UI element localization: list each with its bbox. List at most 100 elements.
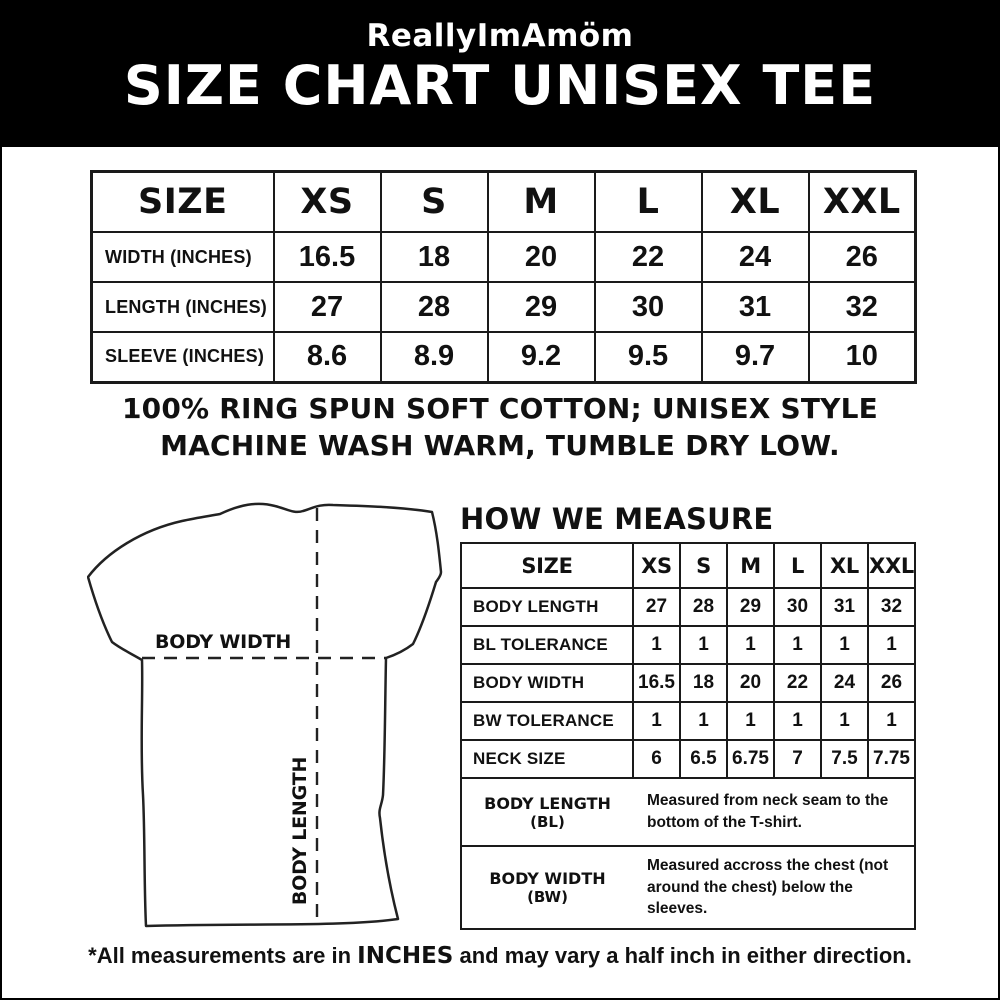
column-header: XXL <box>807 170 917 233</box>
care-instructions: 100% RING SPUN SOFT COTTON; UNISEX STYLE… <box>2 390 998 464</box>
column-header: L <box>593 170 703 233</box>
value-cell: 18 <box>679 663 728 703</box>
definition-row-body-length: BODY LENGTH (BL) Measured from neck seam… <box>461 777 915 847</box>
value-cell: 8.6 <box>272 331 382 383</box>
column-header: XS <box>632 542 681 589</box>
column-header: S <box>679 542 728 589</box>
column-header: M <box>486 170 596 233</box>
value-cell: 16.5 <box>632 663 681 703</box>
table-row-bw-tolerance: BW TOLERANCE 1 1 1 1 1 1 <box>460 701 916 741</box>
value-cell: 32 <box>807 281 917 333</box>
value-cell: 6 <box>632 739 681 779</box>
value-cell: 18 <box>379 231 489 283</box>
table-row-width: WIDTH (INCHES) 16.5 18 20 22 24 26 <box>90 231 917 283</box>
value-cell: 1 <box>773 625 822 665</box>
term-abbr: (BW) <box>527 888 568 907</box>
page-title: SIZE CHART UNISEX TEE <box>123 54 877 117</box>
definition-term: BODY LENGTH (BL) <box>461 777 633 847</box>
value-cell: 9.5 <box>593 331 703 383</box>
value-cell: 20 <box>486 231 596 283</box>
table-row-length: LENGTH (INCHES) 27 28 29 30 31 32 <box>90 281 917 333</box>
value-cell: 1 <box>632 625 681 665</box>
value-cell: 28 <box>379 281 489 333</box>
footnote-suffix: and may vary a half inch in either direc… <box>453 943 912 968</box>
value-cell: 1 <box>820 625 869 665</box>
column-header: SIZE <box>90 170 275 233</box>
value-cell: 31 <box>700 281 810 333</box>
value-cell: 9.2 <box>486 331 596 383</box>
value-cell: 29 <box>486 281 596 333</box>
term-text: BODY WIDTH <box>489 869 606 889</box>
value-cell: 27 <box>632 587 681 627</box>
value-cell: 9.7 <box>700 331 810 383</box>
value-cell: 10 <box>807 331 917 383</box>
care-line: MACHINE WASH WARM, TUMBLE DRY LOW. <box>160 429 840 462</box>
value-cell: 31 <box>820 587 869 627</box>
table-row-neck-size: NECK SIZE 6 6.5 6.75 7 7.5 7.75 <box>460 739 916 779</box>
column-header: M <box>726 542 775 589</box>
table-row-bl-tolerance: BL TOLERANCE 1 1 1 1 1 1 <box>460 625 916 665</box>
value-cell: 7.75 <box>867 739 916 779</box>
value-cell: 1 <box>773 701 822 741</box>
value-cell: 6.5 <box>679 739 728 779</box>
column-header: XL <box>820 542 869 589</box>
value-cell: 7.5 <box>820 739 869 779</box>
size-table: SIZE XS S M L XL XXL WIDTH (INCHES) 16.5… <box>90 170 917 384</box>
value-cell: 16.5 <box>272 231 382 283</box>
value-cell: 1 <box>726 625 775 665</box>
footnote: *All measurements are in INCHES and may … <box>2 943 998 969</box>
value-cell: 30 <box>593 281 703 333</box>
measure-table: SIZE XS S M L XL XXL BODY LENGTH 27 28 2… <box>460 542 916 931</box>
value-cell: 22 <box>773 663 822 703</box>
value-cell: 22 <box>593 231 703 283</box>
value-cell: 1 <box>867 625 916 665</box>
value-cell: 1 <box>679 701 728 741</box>
column-header: XXL <box>867 542 916 589</box>
row-label: NECK SIZE <box>460 739 634 779</box>
value-cell: 27 <box>272 281 382 333</box>
definition-description: Measured accross the chest (not around t… <box>633 844 915 931</box>
column-header: XS <box>272 170 382 233</box>
row-label: BODY LENGTH <box>460 587 634 627</box>
term-abbr: (BL) <box>530 812 565 831</box>
value-cell: 1 <box>867 701 916 741</box>
column-header: XL <box>700 170 810 233</box>
row-label: LENGTH (INCHES) <box>90 281 275 333</box>
column-header: L <box>773 542 822 589</box>
tshirt-illustration: BODY WIDTH BODY LENGTH <box>86 502 443 928</box>
body-width-label: BODY WIDTH <box>155 631 291 653</box>
banner: ReallyImAmöm SIZE CHART UNISEX TEE <box>2 2 998 147</box>
value-cell: 1 <box>820 701 869 741</box>
value-cell: 1 <box>726 701 775 741</box>
body-length-label: BODY LENGTH <box>289 757 311 905</box>
table-row-body-width: BODY WIDTH 16.5 18 20 22 24 26 <box>460 663 916 703</box>
value-cell: 26 <box>807 231 917 283</box>
row-label: BL TOLERANCE <box>460 625 634 665</box>
value-cell: 30 <box>773 587 822 627</box>
tshirt-outline <box>86 502 443 928</box>
value-cell: 29 <box>726 587 775 627</box>
row-label: SLEEVE (INCHES) <box>90 331 275 383</box>
row-label: BODY WIDTH <box>460 663 634 703</box>
value-cell: 8.9 <box>379 331 489 383</box>
definition-description: Measured from neck seam to the bottom of… <box>633 777 915 847</box>
term-text: BODY LENGTH <box>484 793 611 813</box>
value-cell: 26 <box>867 663 916 703</box>
measure-heading: HOW WE MEASURE <box>460 502 774 536</box>
table-row-sleeve: SLEEVE (INCHES) 8.6 8.9 9.2 9.5 9.7 10 <box>90 331 917 383</box>
footnote-prefix: *All measurements are in <box>88 943 358 968</box>
value-cell: 7 <box>773 739 822 779</box>
value-cell: 32 <box>867 587 916 627</box>
value-cell: 28 <box>679 587 728 627</box>
row-label: WIDTH (INCHES) <box>90 231 275 283</box>
row-label: BW TOLERANCE <box>460 701 634 741</box>
footnote-emphasis: INCHES <box>357 943 454 969</box>
tshirt-diagram: BODY WIDTH BODY LENGTH <box>86 500 443 930</box>
table-row-body-length: BODY LENGTH 27 28 29 30 31 32 <box>460 587 916 627</box>
value-cell: 6.75 <box>726 739 775 779</box>
value-cell: 20 <box>726 663 775 703</box>
measure-table-header-row: SIZE XS S M L XL XXL <box>460 542 916 589</box>
definition-term: BODY WIDTH (BW) <box>461 844 633 931</box>
brand-logo: ReallyImAmöm <box>366 18 634 54</box>
